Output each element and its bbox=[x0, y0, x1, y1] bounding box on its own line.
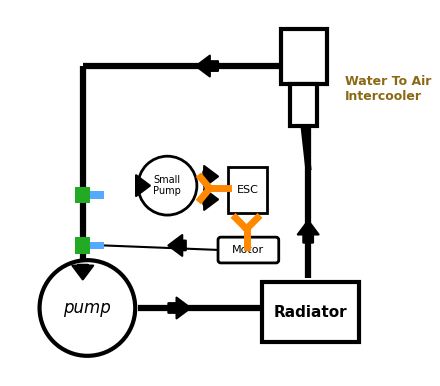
FancyBboxPatch shape bbox=[218, 237, 279, 263]
Text: Radiator: Radiator bbox=[274, 305, 347, 320]
Bar bbox=[262, 282, 359, 342]
FancyArrow shape bbox=[90, 191, 104, 198]
Text: pump: pump bbox=[63, 299, 111, 317]
Bar bbox=[290, 85, 317, 126]
Text: Motor: Motor bbox=[232, 245, 264, 255]
Circle shape bbox=[138, 156, 197, 215]
Circle shape bbox=[40, 260, 135, 356]
Bar bbox=[75, 186, 90, 203]
FancyArrow shape bbox=[90, 242, 104, 249]
Bar bbox=[228, 167, 267, 213]
Text: ESC: ESC bbox=[237, 185, 258, 195]
Text: Small
Pump: Small Pump bbox=[154, 175, 181, 196]
Bar bbox=[281, 29, 326, 85]
Bar bbox=[75, 237, 90, 254]
Text: Water To Air
Intercooler: Water To Air Intercooler bbox=[345, 75, 431, 103]
